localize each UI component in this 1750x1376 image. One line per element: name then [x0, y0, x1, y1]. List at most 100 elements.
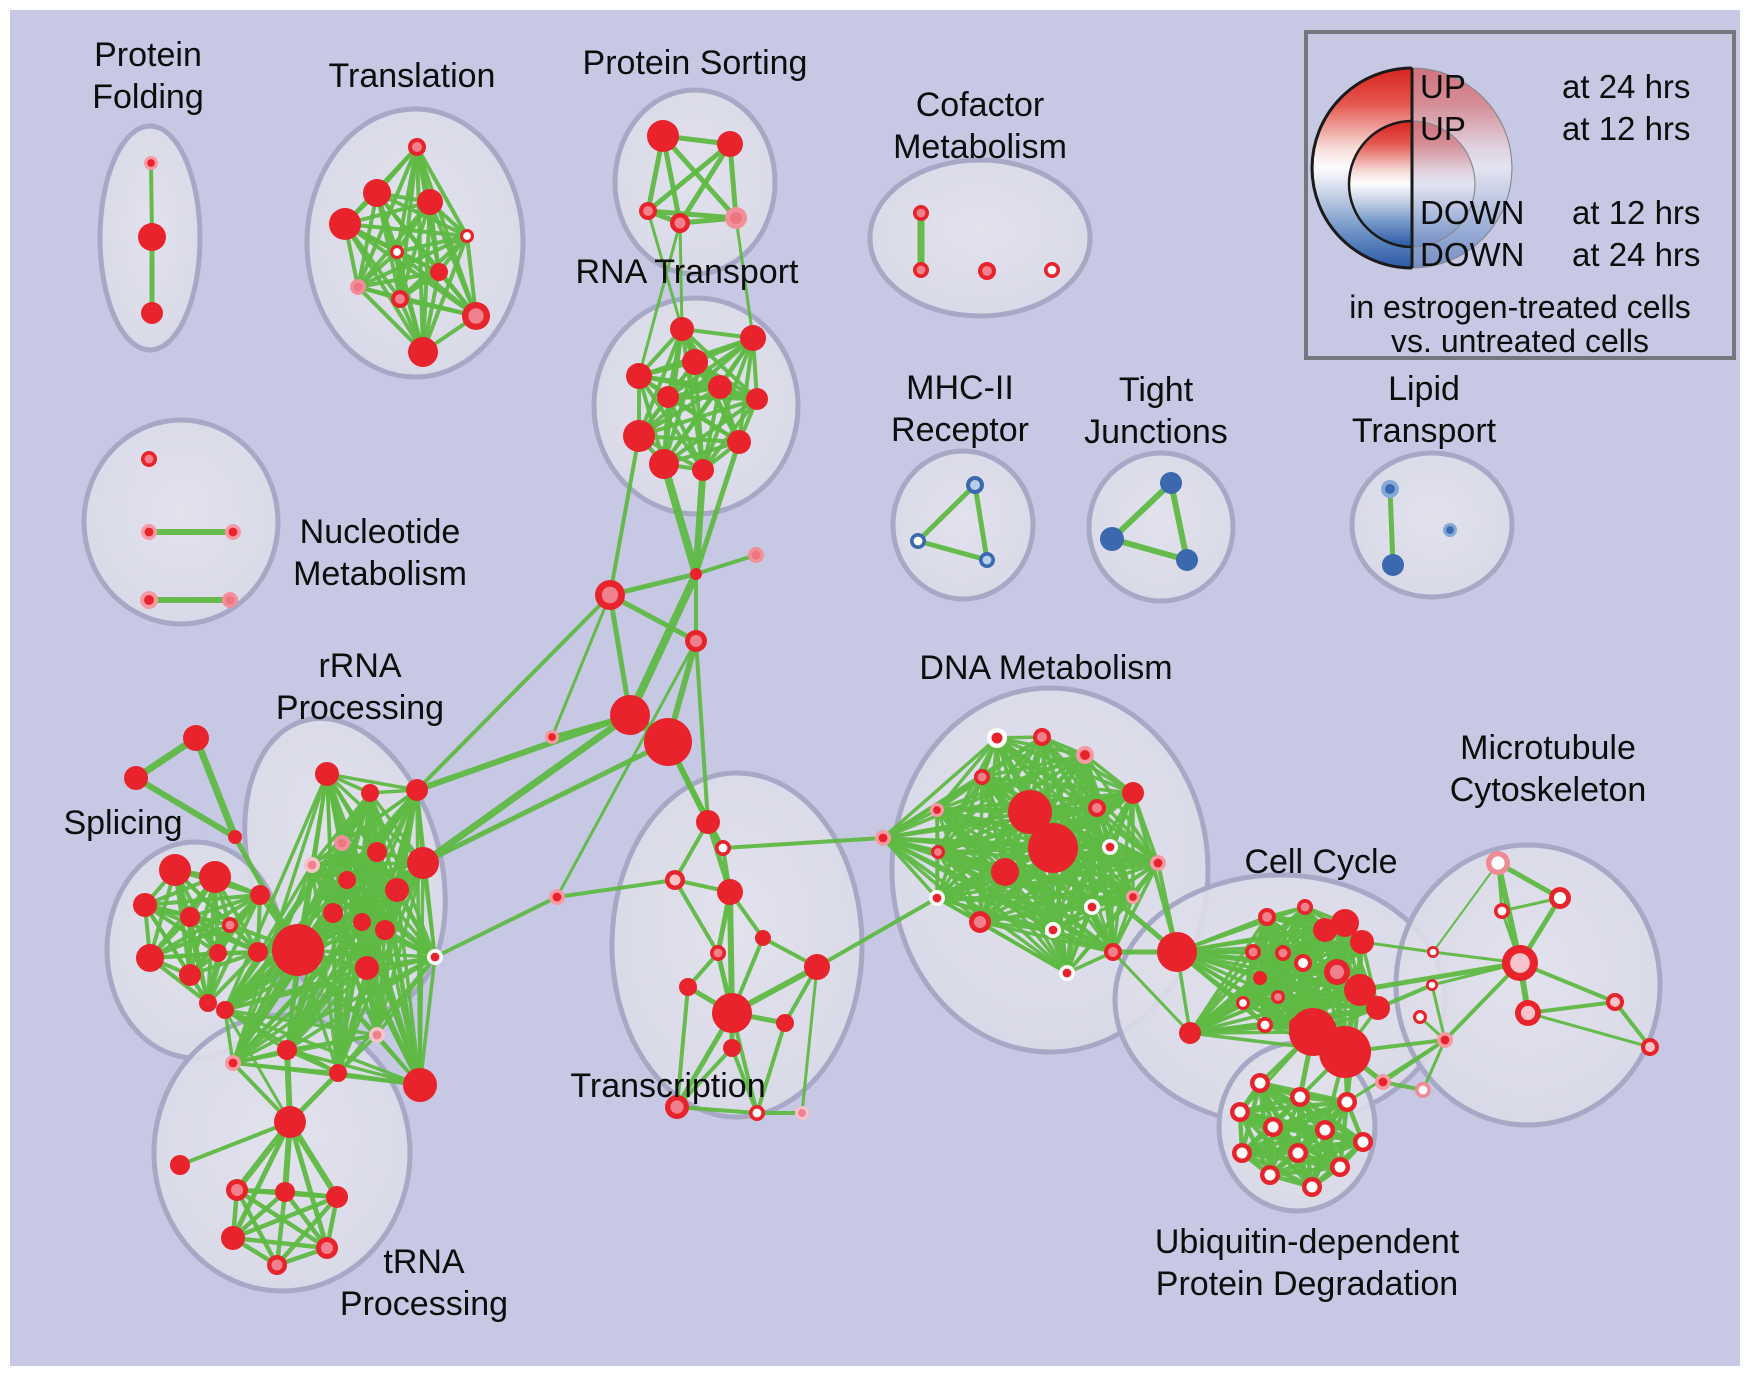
network-node-o10 — [723, 1039, 741, 1057]
network-node-n5 — [367, 842, 387, 862]
network-edge — [692, 466, 707, 578]
node-core — [1267, 1121, 1279, 1133]
network-node-t7 — [350, 279, 366, 295]
node-core — [1510, 953, 1530, 973]
node-core — [225, 595, 235, 605]
network-edge — [336, 1033, 379, 1075]
node-core — [752, 1108, 762, 1118]
labels-layer: Protein Folding Translation Protein Sorting… — [63, 36, 1646, 1323]
node-core — [1378, 1077, 1388, 1087]
network-edge — [1526, 1000, 1617, 1015]
network-edge — [1108, 845, 1135, 899]
cluster-label-trna-processing-line2: Processing — [340, 1285, 508, 1323]
node-core — [1318, 923, 1332, 937]
cluster-label-protein-sorting-line1: Protein Sorting — [583, 44, 808, 82]
node-core — [1334, 1161, 1346, 1173]
network-node-y5 — [221, 1226, 245, 1250]
node-core — [1039, 834, 1067, 862]
network-node-n17 — [329, 1064, 347, 1082]
network-node-z11 — [1415, 1082, 1431, 1098]
network-edge — [637, 374, 759, 401]
network-node-y1 — [170, 1155, 190, 1175]
network-node-r8 — [727, 430, 751, 454]
network-node-t3 — [329, 208, 361, 240]
cluster-label-splicing-line1: Splicing — [63, 804, 182, 842]
network-edge — [607, 592, 699, 644]
network-node-n2 — [406, 779, 428, 801]
node-core — [1062, 968, 1072, 978]
network-node-d18 — [1126, 890, 1140, 904]
node-core — [393, 248, 401, 256]
node-core — [142, 950, 158, 966]
network-node-k15 — [1324, 959, 1350, 985]
network-node-o12 — [749, 1105, 765, 1121]
node-core — [1080, 750, 1090, 760]
network-edge — [727, 889, 735, 1016]
network-edge — [1188, 905, 1307, 1035]
network-node-t0 — [408, 138, 426, 156]
network-node-t5 — [390, 245, 404, 259]
node-core — [1037, 732, 1047, 742]
network-node-k12 — [1313, 918, 1337, 942]
node-core — [231, 833, 239, 841]
network-node-y0 — [274, 1106, 306, 1138]
network-node-n15 — [277, 1040, 297, 1060]
network-edge — [721, 836, 885, 850]
network-node-p4 — [222, 917, 238, 933]
network-edge — [815, 896, 939, 969]
network-edge — [666, 395, 741, 444]
network-node-a1 — [124, 766, 148, 790]
network-node-n4 — [304, 857, 320, 873]
network-node-s0 — [647, 120, 679, 152]
node-core — [1294, 1091, 1306, 1103]
node-core — [434, 267, 444, 277]
network-node-x1 — [595, 580, 625, 610]
network-edge — [675, 1046, 734, 1109]
node-core — [750, 392, 764, 406]
node-core — [372, 1030, 382, 1040]
nodes-layer — [124, 120, 1659, 1275]
network-edge — [662, 397, 759, 466]
node-core — [230, 1183, 244, 1197]
node-core — [1337, 915, 1353, 931]
network-node-z2 — [1494, 903, 1510, 919]
network-edge — [1051, 928, 1115, 954]
cluster-label-tight-junctions-line1: Tight — [1119, 371, 1194, 409]
cluster-label-nucleotide-metabolism-line1: Nucleotide — [300, 513, 461, 551]
node-core — [213, 948, 223, 958]
network-edge — [980, 775, 1135, 795]
node-core — [1166, 941, 1188, 963]
cluster-ellipse-protein-sorting — [612, 87, 778, 277]
network-node-a0 — [183, 725, 209, 751]
node-core — [1105, 842, 1115, 852]
node-core — [1047, 265, 1057, 275]
network-node-q3 — [140, 591, 158, 609]
node-core — [913, 536, 923, 546]
network-node-k0 — [1157, 932, 1197, 972]
network-node-f1 — [138, 223, 166, 251]
network-edge — [881, 808, 939, 840]
node-core — [732, 435, 746, 449]
network-node-p10 — [199, 994, 217, 1012]
network-edge — [282, 1189, 330, 1251]
node-core — [718, 843, 728, 853]
legend-down12-time: at 12 hrs — [1572, 194, 1700, 231]
network-edge — [980, 753, 1087, 779]
node-core — [687, 354, 703, 370]
node-core — [138, 898, 152, 912]
node-core — [1299, 1018, 1327, 1046]
network-node-r6 — [746, 388, 768, 410]
cluster-ellipse-transcription — [609, 770, 865, 1120]
cluster-label-lipid-transport-line2: Transport — [1352, 412, 1497, 450]
node-core — [1262, 912, 1272, 922]
network-node-r1 — [740, 325, 766, 351]
cluster-label-cell-cycle-line1: Cell Cycle — [1244, 843, 1397, 881]
network-edge — [978, 861, 1160, 924]
network-node-k8 — [1294, 954, 1312, 972]
cluster-label-ubiquitin-degradation-line1: Ubiquitin-dependent — [1155, 1223, 1460, 1261]
network-edge — [1003, 870, 1094, 909]
node-core — [977, 772, 987, 782]
network-node-q4 — [222, 592, 238, 608]
network-node-o9 — [776, 1014, 794, 1032]
node-core — [934, 848, 942, 856]
